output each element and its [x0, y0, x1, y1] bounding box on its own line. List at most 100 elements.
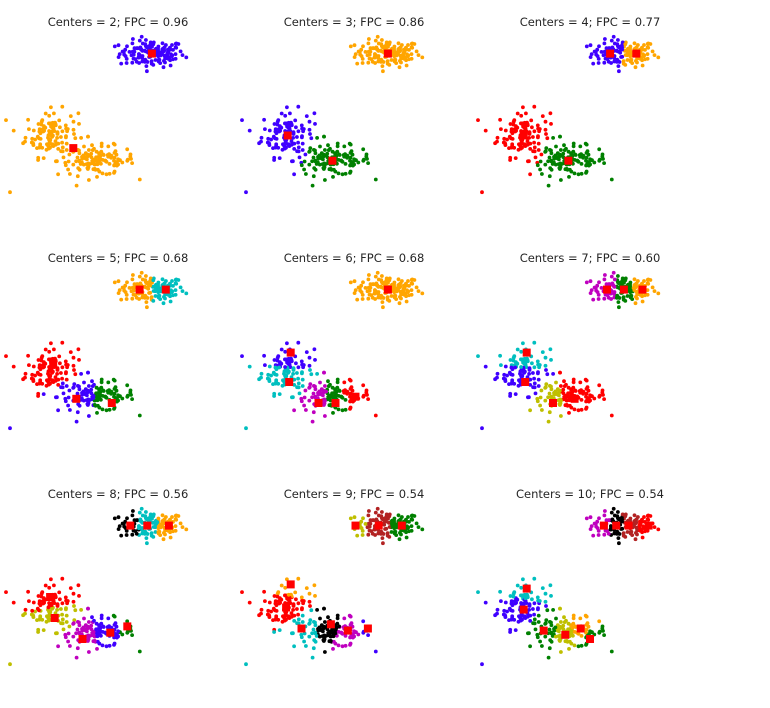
- data-point: [527, 366, 532, 371]
- data-point: [87, 650, 91, 654]
- data-point: [549, 394, 554, 399]
- data-point: [49, 577, 53, 582]
- data-point: [95, 411, 99, 415]
- data-point: [360, 293, 365, 297]
- data-point: [483, 364, 488, 369]
- data-point: [292, 383, 297, 387]
- data-point: [47, 601, 51, 605]
- data-point: [406, 53, 411, 58]
- data-point: [548, 384, 552, 388]
- data-point: [139, 270, 144, 275]
- data-point: [68, 408, 72, 412]
- subplot-title: Centers = 5; FPC = 0.68: [47, 251, 189, 265]
- data-point: [317, 634, 322, 639]
- data-point: [495, 607, 500, 612]
- data-point: [343, 634, 348, 638]
- data-point: [544, 368, 548, 372]
- data-point: [263, 127, 267, 131]
- data-point: [52, 583, 56, 588]
- data-point: [373, 649, 378, 654]
- data-point: [609, 274, 614, 279]
- data-point: [549, 594, 553, 598]
- data-point: [392, 524, 397, 529]
- data-point: [114, 388, 119, 393]
- data-point: [373, 177, 378, 182]
- data-point: [397, 537, 402, 542]
- data-point: [530, 361, 534, 366]
- data-point: [505, 609, 509, 614]
- data-point: [63, 163, 68, 168]
- data-point: [642, 53, 647, 58]
- data-point: [240, 118, 244, 122]
- data-point: [360, 61, 365, 65]
- data-point: [137, 510, 142, 515]
- data-point: [330, 391, 334, 396]
- data-point: [100, 630, 105, 634]
- data-point: [597, 619, 602, 624]
- data-point: [340, 395, 345, 400]
- data-point: [117, 52, 122, 56]
- data-point: [180, 289, 185, 293]
- data-point: [476, 118, 480, 122]
- data-point: [571, 613, 576, 618]
- data-point: [525, 142, 530, 147]
- data-point: [307, 363, 312, 368]
- data-point: [139, 506, 144, 511]
- data-point: [312, 347, 317, 352]
- data-point: [92, 167, 97, 171]
- data-point: [633, 301, 638, 306]
- data-point: [125, 393, 130, 398]
- data-point: [591, 61, 596, 66]
- data-point: [600, 626, 605, 631]
- data-point: [367, 288, 372, 293]
- data-point: [116, 393, 120, 398]
- data-point: [420, 55, 425, 60]
- data-point: [125, 147, 130, 152]
- data-point: [296, 617, 301, 622]
- data-point: [366, 60, 371, 65]
- data-point: [53, 378, 58, 383]
- data-point: [645, 52, 650, 56]
- data-point: [516, 147, 521, 152]
- data-point: [56, 172, 60, 177]
- data-point: [618, 44, 623, 49]
- data-point: [322, 370, 326, 375]
- data-point: [602, 41, 607, 46]
- cluster-center: [549, 399, 557, 407]
- data-point: [312, 583, 317, 588]
- data-point: [629, 529, 634, 534]
- data-point: [407, 284, 411, 288]
- data-point: [312, 384, 316, 388]
- data-point: [389, 294, 394, 298]
- data-point: [404, 63, 409, 68]
- data-point: [656, 527, 661, 532]
- data-point: [373, 290, 377, 295]
- data-point: [321, 624, 326, 629]
- data-point: [86, 370, 90, 375]
- data-point: [602, 49, 607, 54]
- data-point: [553, 625, 558, 630]
- data-point: [162, 48, 167, 53]
- data-point: [406, 515, 410, 519]
- data-point: [612, 41, 617, 46]
- cluster-center: [343, 626, 352, 635]
- data-point: [602, 532, 607, 537]
- data-point: [391, 284, 396, 289]
- data-point: [623, 63, 628, 67]
- data-point: [508, 630, 512, 634]
- data-point: [47, 113, 52, 118]
- data-point: [120, 521, 125, 526]
- data-point: [74, 159, 78, 164]
- data-point: [52, 347, 56, 352]
- data-point: [291, 130, 296, 135]
- data-point: [356, 160, 361, 165]
- data-point: [55, 602, 60, 607]
- data-point: [597, 157, 602, 162]
- data-point: [596, 57, 601, 61]
- data-point: [68, 172, 72, 176]
- data-point: [296, 612, 300, 617]
- data-point: [156, 288, 161, 293]
- data-point: [23, 371, 28, 376]
- data-point: [572, 643, 577, 648]
- data-point: [130, 513, 135, 518]
